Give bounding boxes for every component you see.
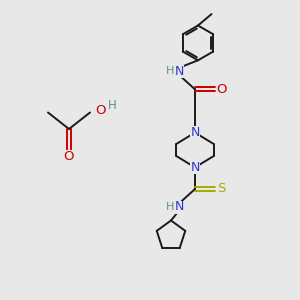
Text: O: O [216,83,226,96]
Text: O: O [64,150,74,163]
Text: N: N [190,126,200,139]
Text: H: H [166,66,174,76]
Text: N: N [174,200,184,214]
Text: N: N [174,65,184,78]
Text: H: H [166,202,174,212]
Text: O: O [95,104,106,118]
Text: S: S [217,182,225,196]
Text: N: N [190,161,200,174]
Text: H: H [107,99,116,112]
